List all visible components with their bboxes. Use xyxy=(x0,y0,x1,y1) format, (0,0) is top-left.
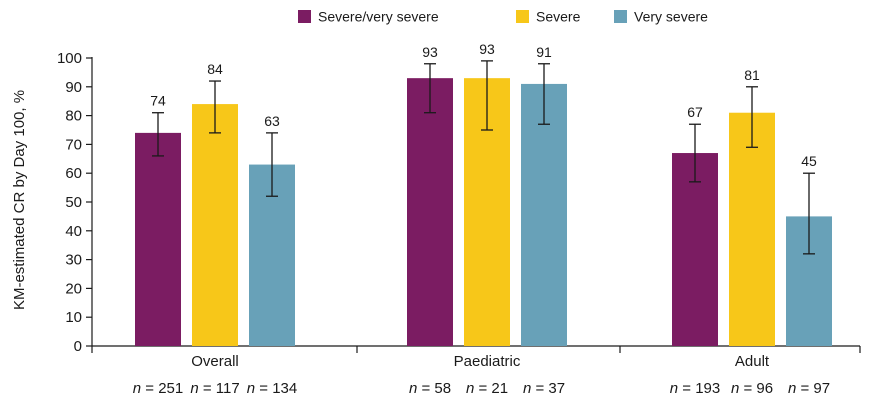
value-label: 93 xyxy=(422,44,438,60)
value-label: 91 xyxy=(536,44,552,60)
value-label: 93 xyxy=(479,41,495,57)
n-label: n = 117 xyxy=(190,380,239,397)
value-label: 45 xyxy=(801,153,817,169)
bar xyxy=(192,104,238,346)
legend-label: Very severe xyxy=(634,9,708,25)
n-label: n = 251 xyxy=(133,380,183,397)
y-tick-label: 20 xyxy=(65,280,82,297)
legend-swatch xyxy=(614,10,627,23)
bar xyxy=(729,112,775,346)
y-tick-label: 90 xyxy=(65,79,82,96)
y-tick-label: 80 xyxy=(65,108,82,125)
y-tick-label: 50 xyxy=(65,194,82,211)
y-axis: 0 10 20 30 40 50 60 70 80 90 100 xyxy=(57,50,93,355)
bar xyxy=(135,132,181,346)
y-tick-label: 0 xyxy=(74,338,82,355)
category-label: Overall xyxy=(191,353,239,370)
legend-label: Severe xyxy=(536,9,581,25)
y-tick-label: 30 xyxy=(65,252,82,269)
n-label: n = 37 xyxy=(523,380,565,397)
n-label: n = 21 xyxy=(466,380,508,397)
legend-item: Severe xyxy=(516,9,581,25)
category-labels: Overall Paediatric Adult xyxy=(191,353,770,370)
legend-item: Severe/very severe xyxy=(298,9,439,25)
n-labels: n = 251 n = 117 n = 134 n = 58 n = 21 n = 37 n… xyxy=(133,380,830,397)
n-label: n = 97 xyxy=(788,380,830,397)
n-label: n = 193 xyxy=(670,380,720,397)
y-tick-label: 10 xyxy=(65,309,82,326)
legend: Severe/very severe Severe Very severe xyxy=(298,9,708,25)
legend-label: Severe/very severe xyxy=(318,9,439,25)
y-tick-label: 100 xyxy=(57,50,82,67)
value-labels: 74 84 63 93 93 91 67 81 45 xyxy=(150,41,817,169)
y-axis-label: KM-estimated CR by Day 100, % xyxy=(11,90,28,310)
y-tick-label: 40 xyxy=(65,223,82,240)
legend-item: Very severe xyxy=(614,9,708,25)
category-label: Paediatric xyxy=(454,353,521,370)
n-label: n = 134 xyxy=(247,380,297,397)
value-label: 74 xyxy=(150,93,166,109)
value-label: 81 xyxy=(744,67,760,83)
legend-swatch xyxy=(516,10,529,23)
n-label: n = 58 xyxy=(409,380,451,397)
bars xyxy=(135,78,832,347)
y-tick-label: 60 xyxy=(65,165,82,182)
bar xyxy=(407,78,453,346)
error-bars xyxy=(152,60,815,255)
category-label: Adult xyxy=(735,353,770,370)
value-label: 67 xyxy=(687,104,703,120)
x-axis xyxy=(91,345,861,353)
y-tick-label: 70 xyxy=(65,136,82,153)
value-label: 63 xyxy=(264,113,280,129)
bar xyxy=(521,83,567,347)
value-label: 84 xyxy=(207,61,223,77)
bar xyxy=(672,153,718,346)
legend-swatch xyxy=(298,10,311,23)
n-label: n = 96 xyxy=(731,380,773,397)
